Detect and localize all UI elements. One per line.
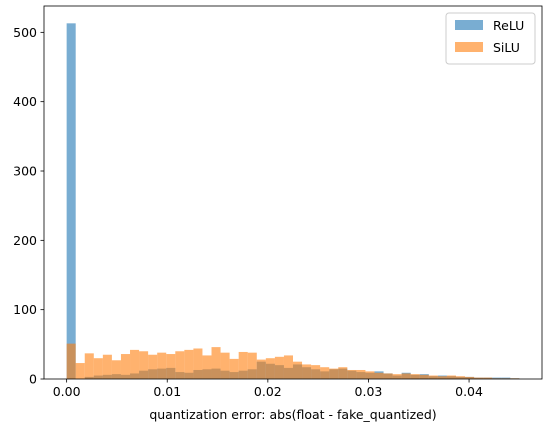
- silu-bar-24: [283, 355, 293, 379]
- silu-bar-36: [392, 374, 402, 379]
- relu-bar-47: [492, 377, 502, 379]
- relu-bar-48: [501, 377, 511, 379]
- silu-bar-1: [75, 363, 85, 379]
- silu-bar-26: [302, 364, 312, 379]
- x-tick-label-1: 0.01: [153, 384, 181, 399]
- silu-bar-5: [111, 360, 121, 379]
- silu-bar-34: [374, 372, 384, 379]
- silu-bar-40: [428, 375, 438, 379]
- silu-bar-41: [437, 376, 447, 379]
- silu-bar-32: [356, 369, 366, 379]
- silu-bar-6: [120, 354, 131, 379]
- silu-bar-14: [193, 348, 203, 379]
- legend-label-silu: SiLU: [493, 40, 520, 55]
- silu-bar-46: [483, 377, 493, 379]
- y-tick-label-0: 0: [29, 372, 37, 387]
- silu-bar-23: [274, 356, 284, 379]
- silu-bar-35: [383, 373, 393, 379]
- silu-bar-25: [293, 361, 303, 379]
- x-tick-label-4: 0.04: [455, 384, 483, 399]
- legend-swatch-relu: [455, 20, 483, 30]
- silu-bar-30: [338, 367, 348, 379]
- silu-bar-28: [320, 367, 330, 379]
- silu-bar-22: [265, 358, 275, 379]
- y-tick-label-4: 400: [13, 94, 37, 109]
- silu-bar-33: [365, 371, 375, 379]
- legend-swatch-silu: [455, 42, 483, 52]
- y-tick-label-1: 100: [13, 302, 37, 317]
- silu-bar-37: [401, 373, 411, 379]
- silu-bar-42: [446, 375, 456, 379]
- relu-bar-0: [66, 23, 76, 380]
- silu-bar-16: [211, 347, 221, 379]
- silu-bar-2: [84, 353, 94, 379]
- silu-bar-10: [157, 352, 167, 379]
- silu-bar-13: [184, 349, 194, 379]
- silu-bar-19: [238, 351, 248, 379]
- legend-label-relu: ReLU: [493, 18, 524, 33]
- silu-bar-45: [474, 377, 484, 379]
- silu-bar-7: [130, 349, 140, 379]
- silu-bar-11: [166, 354, 176, 379]
- silu-bar-44: [465, 376, 475, 379]
- silu-bar-31: [347, 369, 357, 379]
- x-tick-label-0: 0.00: [53, 384, 81, 399]
- silu-bar-20: [247, 352, 257, 379]
- plot-area-background: [44, 6, 542, 379]
- plot-frame: [43, 5, 543, 380]
- silu-bar-21: [256, 359, 266, 379]
- silu-bar-9: [148, 354, 158, 379]
- silu-bars: [66, 343, 520, 379]
- silu-bar-17: [220, 352, 230, 379]
- silu-bar-39: [419, 374, 429, 379]
- silu-bar-38: [410, 374, 420, 379]
- x-tick-label-3: 0.03: [355, 384, 383, 399]
- y-tick-label-3: 300: [13, 164, 37, 179]
- y-axis-ticks: 0 100 200 300 400 500: [13, 25, 44, 387]
- x-tick-label-2: 0.02: [254, 384, 282, 399]
- x-axis-ticks: 0.00 0.01 0.02 0.03 0.04: [53, 379, 483, 399]
- y-tick-label-2: 200: [13, 233, 37, 248]
- silu-bar-18: [229, 358, 239, 379]
- silu-bar-4: [102, 354, 112, 379]
- silu-bar-3: [93, 358, 103, 379]
- x-axis-label: quantization error: abs(float - fake_qua…: [149, 407, 436, 422]
- silu-bar-29: [329, 368, 339, 379]
- silu-bar-8: [139, 351, 149, 379]
- y-tick-label-5: 500: [13, 25, 37, 40]
- legend: ReLU SiLU: [445, 12, 536, 65]
- silu-bar-43: [455, 376, 466, 379]
- silu-bar-0: [66, 343, 76, 379]
- silu-bar-12: [175, 351, 185, 379]
- silu-bar-27: [311, 365, 321, 379]
- silu-bar-15: [202, 355, 212, 379]
